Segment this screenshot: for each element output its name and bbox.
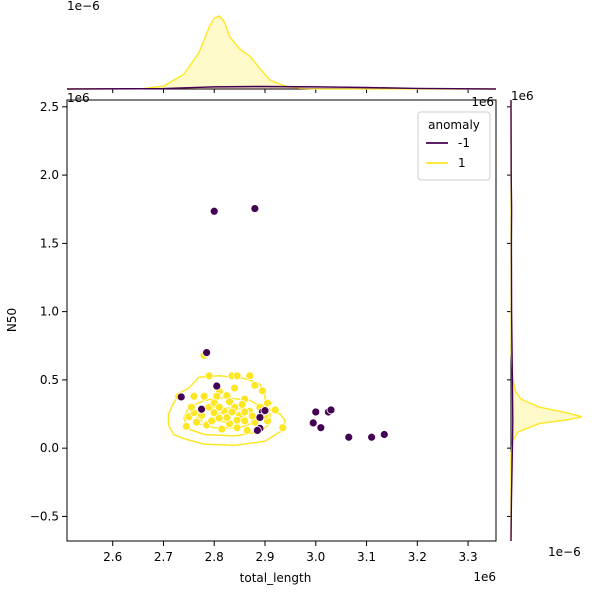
scatter-point-anomaly [252,426,262,435]
scatter-point-normal [237,400,247,409]
y-tick-label: 2.5 [40,100,59,114]
scatter-point-anomaly [209,206,219,216]
scatter-point-normal [181,421,191,431]
y-tick-label: 2.0 [40,168,59,182]
scatter-point-normal [240,416,250,426]
scatter-point-anomaly [176,392,186,402]
scatter-point-anomaly [197,404,206,414]
scatter-point-normal [278,423,288,433]
x-axis-label: total_length [240,571,312,585]
x-tick-label: 3.2 [408,550,427,564]
x-tick-label: 3.0 [306,550,325,564]
y-corner-offset-label: 1e6 [511,89,534,103]
scatter-point-normal [240,407,250,417]
scatter-point-normal [250,380,260,390]
x-offset-label: 1e6 [473,570,496,584]
scatter-point-anomaly [367,432,377,442]
scatter-point-normal [225,397,234,407]
scatter-point-anomaly [250,204,260,213]
scatter-point-normal [232,415,242,425]
top-marginal-fill [67,16,496,89]
scatter-point-normal [217,424,227,434]
scatter-point-anomaly [344,432,354,442]
scatter-point-normal [222,413,232,422]
legend: anomaly -11 [417,111,491,181]
x-corner-offset-label: 1e6 [471,95,494,109]
x-axis-ticks: 2.6 2.7 2.8 2.9 3.0 3.1 3.2 3.3 [103,541,478,564]
scatter-point-anomaly [260,406,270,416]
legend-title: anomaly [428,118,480,132]
x-tick-label: 3.1 [357,550,376,564]
right-marginal-line [510,99,514,542]
scatter-point-anomaly [212,381,222,391]
scatter-point-normal [258,386,267,396]
top-marginal-offset-label: 1e−6 [67,0,100,13]
scatter-point-anomaly [379,430,389,439]
right-marginal-line [510,99,583,541]
y-tick-label: 0.0 [40,441,59,455]
right-marginal-kde [507,99,583,542]
y-tick-label: −0.5 [30,509,59,523]
scatter-point-normal [232,423,242,433]
top-marginal-kde [66,15,497,93]
y-tick-label: 1.5 [40,236,59,250]
right-marginal-offset-label: 1e−6 [548,545,581,559]
scatter-point-normal [204,371,214,381]
x-tick-label: 2.9 [255,550,274,564]
x-tick-label: 2.7 [154,550,173,564]
y-axis-label: N50 [5,308,19,332]
legend-entries: -11 [426,136,470,170]
scatter-point-normal [192,417,201,427]
scatter-point-normal [186,402,196,412]
scatter-point-normal [247,411,257,421]
scatter-point-normal [199,391,209,401]
x-tick-label: 2.8 [205,550,224,564]
scatter-point-normal [209,408,219,418]
scatter-point-anomaly [255,413,265,422]
scatter-point-normal [189,391,199,401]
scatter-point-normal [227,407,237,417]
scatter-point-anomaly [308,418,318,428]
y-axis-ticks: −0.5 0.0 0.5 1.0 1.5 2.0 2.5 [30,100,67,523]
scatter-point-anomaly [326,405,336,415]
legend-entry-label: 1 [458,156,466,170]
top-marginal-line [66,85,497,90]
scatter-point-normal [245,371,255,381]
x-tick-label: 2.6 [103,550,122,564]
legend-entry-label: -1 [458,136,470,150]
right-marginal-fill [511,100,582,541]
x-tick-label: 3.3 [459,550,478,564]
scatter-point-normal [270,405,280,415]
scatter-point-normal [232,371,242,381]
scatter-point-normal [242,426,252,435]
scatter-point-anomaly [202,348,212,357]
scatter-point-normal [230,383,239,393]
y-tick-label: 1.0 [40,305,59,319]
scatter-point-normal [207,416,217,426]
scatter-point-normal [263,398,272,408]
scatter-point-anomaly [311,407,321,417]
top-marginal-line [66,15,497,90]
y-tick-label: 0.5 [40,373,59,387]
scatter-point-anomaly [316,423,326,433]
scatter-point-normal [214,413,224,423]
scatter-points [174,204,389,442]
scatter-point-normal [214,402,224,412]
main-scatter-axes: 2.6 2.7 2.8 2.9 3.0 3.1 3.2 3.3 −0.5 0.0 0.5 1.0 1.… [30,99,497,564]
y-offset-label: 1e6 [67,91,90,105]
main-plot-frame [66,99,497,542]
